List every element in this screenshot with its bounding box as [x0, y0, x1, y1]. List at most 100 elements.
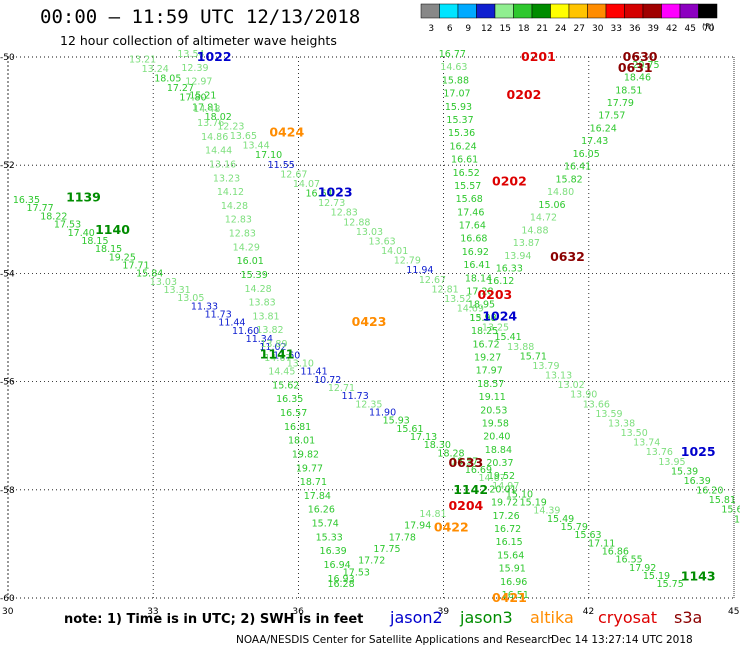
wave-height-value: 18.57: [477, 379, 504, 390]
wave-height-value: 11.94: [406, 265, 433, 276]
wave-height-value: 11.02: [259, 342, 286, 353]
wave-height-value: 13.54: [177, 49, 204, 60]
wave-height-value: 17.11: [588, 538, 615, 549]
wave-height-value: 16.20: [696, 486, 723, 497]
wave-height-value: 16.61: [451, 155, 478, 166]
wave-height-value: 18.95: [468, 300, 495, 311]
wave-height-value: 14.86: [201, 132, 228, 143]
pass-label: 1141: [260, 347, 295, 362]
wave-height-value: 13.82: [256, 325, 283, 336]
wave-height-value: 14.67: [264, 353, 291, 364]
wave-height-value: 17.53: [343, 567, 370, 578]
pass-label: 1022: [197, 49, 232, 64]
wave-height-value: 18.51: [615, 85, 642, 96]
wave-height-value: 18.30: [424, 440, 451, 451]
wave-height-value: 19.27: [474, 352, 501, 363]
wave-height-value: 19.52: [488, 471, 515, 482]
pass-label: 1142: [453, 482, 488, 497]
wave-height-value: 15.19: [520, 497, 547, 508]
wave-height-value: 14.88: [521, 225, 548, 236]
wave-height-value: 17.75: [373, 544, 400, 555]
wave-height-value: 19.82: [292, 449, 319, 460]
wave-height-value: 13.05: [177, 293, 204, 304]
wave-height-value: 18.15: [81, 236, 108, 247]
wave-height-value: 14.63: [440, 62, 467, 73]
wave-height-value: 13.65: [230, 131, 257, 142]
legend-jason2: jason2: [390, 608, 443, 627]
wave-height-value: 13.74: [633, 438, 660, 449]
wave-height-value: 14.97: [492, 481, 519, 492]
wave-height-value: 13.03: [356, 227, 383, 238]
legend-cryosat: cryosat: [598, 608, 658, 627]
wave-height-value: 13.44: [242, 141, 269, 152]
wave-height-value: 15.37: [446, 115, 473, 126]
wave-height-value: 15.93: [383, 416, 410, 427]
wave-height-value: 19.11: [479, 392, 506, 403]
wave-height-value: 16.39: [320, 546, 347, 557]
wave-height-value: 16.41: [463, 260, 490, 271]
wave-height-value: 13.10: [287, 359, 314, 370]
wave-height-value: 16.51: [502, 590, 529, 601]
wave-height-value: 19.25: [109, 252, 136, 263]
wave-height-value: 11.73: [205, 309, 232, 320]
wave-height-value: 15.39: [671, 466, 698, 477]
wave-height-value: 15.98: [469, 313, 496, 324]
wave-height-value: 14.07: [293, 179, 320, 190]
wave-height-value: 12.88: [343, 217, 370, 228]
scale-tick-label: 21: [537, 24, 548, 34]
wave-height-value: 17.80: [179, 93, 206, 104]
wave-height-value: 16.12: [487, 276, 514, 287]
wave-height-value: 14.01: [381, 246, 408, 257]
legend-jason3: jason3: [460, 608, 513, 627]
wave-height-value: 15.75: [657, 579, 684, 590]
wave-height-value: 16.28: [327, 579, 354, 590]
legend-s3a: s3a: [674, 608, 703, 627]
pass-label: 1023: [318, 184, 353, 199]
wave-height-value: 16.69: [465, 465, 492, 476]
wave-height-value: 13.02: [558, 380, 585, 391]
longitude-tick-label: 30: [2, 607, 14, 617]
scale-tick-label: 15: [500, 24, 511, 34]
legend-altika: altika: [530, 608, 574, 627]
scale-tick-label: 24: [555, 24, 567, 34]
wave-height-value: 16.24: [590, 123, 617, 134]
wave-height-value: 15.91: [499, 564, 526, 575]
pass-label: 0422: [434, 520, 469, 535]
pass-label: 1140: [95, 222, 130, 237]
scale-tick-label: 27: [574, 24, 585, 34]
wave-height-value: 13.31: [163, 285, 190, 296]
wave-height-value: 17.27: [167, 83, 194, 94]
wave-height-value: 16.39: [684, 476, 711, 487]
wave-height-value: 15.39: [241, 270, 268, 281]
scale-tick-label: 18: [518, 24, 530, 34]
wave-height-value: 11.60: [232, 326, 259, 337]
wave-height-value: 13.89: [260, 339, 287, 350]
wave-height-value: 14.12: [217, 187, 244, 198]
wave-height-value: 14.48: [193, 104, 220, 115]
wave-height-value: 12.71: [328, 383, 355, 394]
longitude-tick-label: 36: [292, 607, 304, 617]
wave-height-value: 13.03: [150, 277, 177, 288]
pass-label: 0424: [269, 125, 304, 140]
wave-height-value: 13.83: [248, 298, 275, 309]
wave-height-value: 15.64: [721, 505, 740, 516]
wave-height-value: 18.71: [300, 477, 327, 488]
wave-height-value: 12.97: [185, 77, 212, 88]
wave-height-value: 15.81: [709, 495, 736, 506]
wave-height-value: 17.78: [389, 532, 416, 543]
wave-height-value: 12.81: [432, 284, 459, 295]
wave-height-value: 12.23: [217, 121, 244, 132]
wave-height-value: 14.81: [419, 509, 446, 520]
wave-height-value: 16.55: [615, 555, 642, 566]
scale-tick-label: 70: [703, 24, 715, 34]
pass-label: 0423: [352, 314, 387, 329]
scale-unit: (ft): [702, 22, 715, 31]
wave-height-value: 16.24: [450, 141, 477, 152]
wave-height-value: 14.80: [547, 187, 574, 198]
wave-height-value: 16.35: [276, 394, 303, 405]
wave-height-value: 20.37: [486, 458, 513, 469]
latitude-tick-label: -58: [0, 486, 15, 496]
pass-label: 1025: [681, 444, 716, 459]
